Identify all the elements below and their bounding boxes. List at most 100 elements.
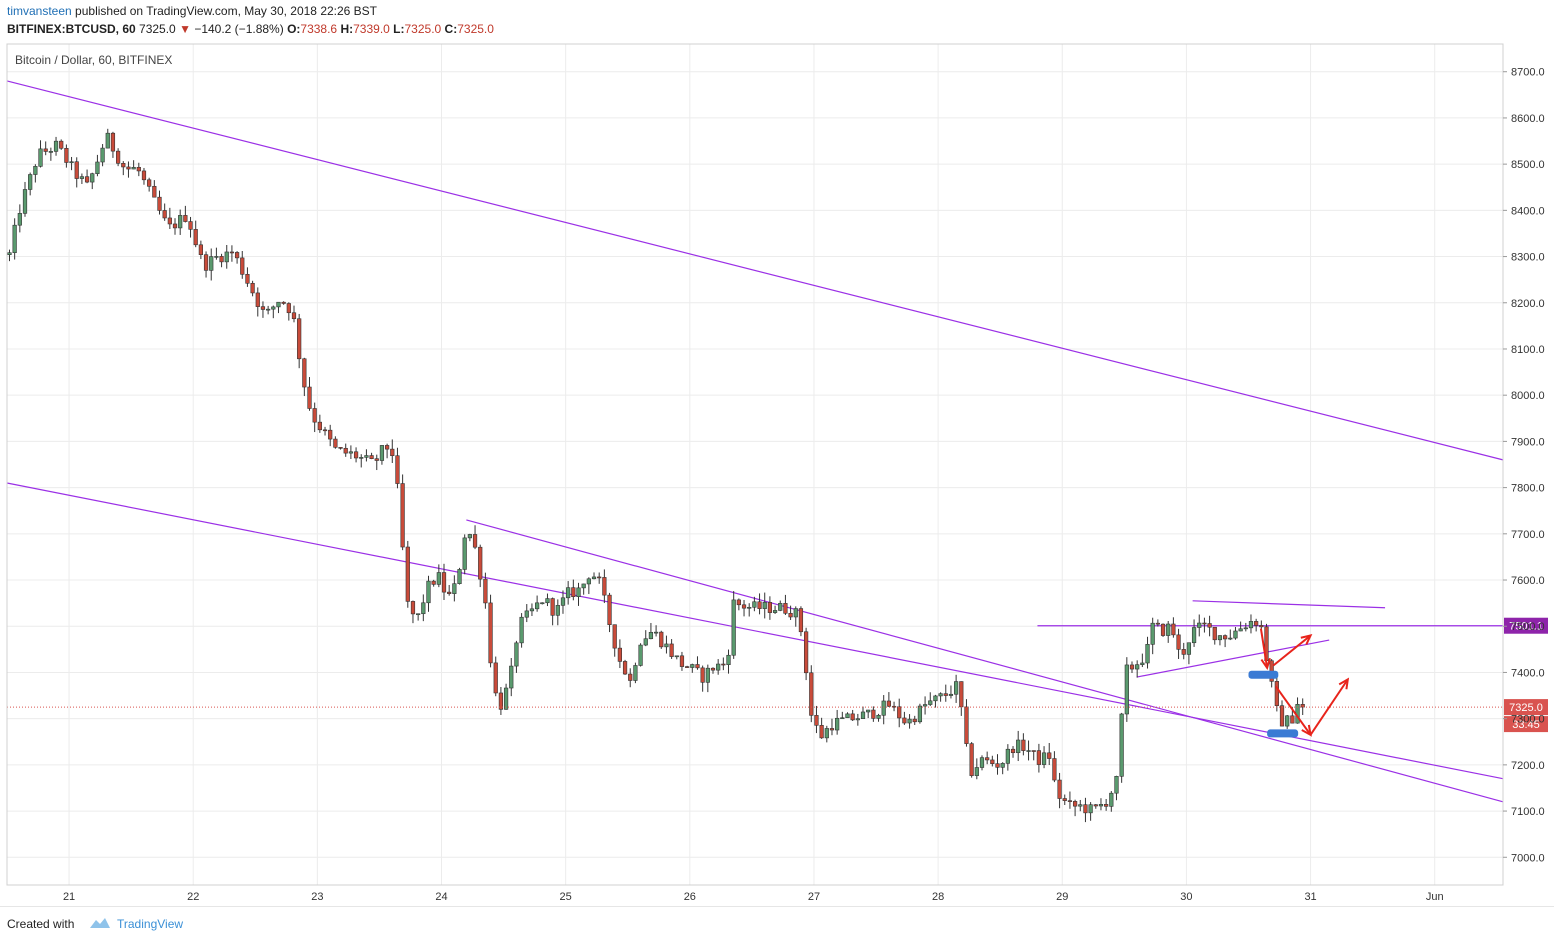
candle — [752, 596, 757, 612]
candle — [716, 659, 721, 675]
price-axis[interactable]: 7000.0 7100.0 7200.0 7300.0 7400.0 7500.0 7600… — [1503, 67, 1545, 865]
candle — [12, 218, 17, 260]
arrow[interactable] — [1309, 677, 1350, 736]
candle — [1191, 619, 1197, 647]
candle — [814, 705, 819, 734]
candle — [74, 157, 79, 188]
candle — [840, 711, 845, 720]
candle — [1047, 743, 1052, 766]
candle — [1160, 623, 1166, 637]
footer: Created with TradingView — [0, 906, 1554, 942]
y-tick-label: 8100.0 — [1511, 344, 1545, 356]
x-tick-label: 22 — [187, 891, 199, 903]
arrow[interactable] — [1259, 628, 1271, 671]
candle — [995, 754, 1000, 775]
candle — [1254, 618, 1259, 632]
candle — [1057, 772, 1062, 809]
candle — [136, 162, 141, 177]
candle — [990, 755, 995, 767]
y-tick-label: 8400.0 — [1511, 205, 1545, 217]
arrow[interactable] — [1272, 634, 1313, 667]
candle — [1259, 620, 1264, 631]
candle — [612, 624, 617, 657]
candle — [84, 169, 90, 184]
candle — [1031, 750, 1036, 761]
candle — [400, 474, 405, 551]
candle — [1207, 615, 1212, 637]
time-axis[interactable]: 21 22 23 24 25 26 27 28 29 30 31 Jun — [63, 891, 1444, 903]
candle — [405, 540, 410, 608]
candle — [576, 582, 581, 606]
trendline[interactable] — [6, 482, 1504, 780]
candle — [1285, 715, 1290, 729]
x-tick-label: 21 — [63, 891, 75, 903]
candle — [162, 203, 167, 221]
candle — [855, 713, 860, 726]
candle — [364, 449, 369, 462]
candle — [690, 663, 695, 673]
support-marker[interactable] — [1267, 729, 1299, 738]
candle — [312, 402, 317, 433]
candle — [188, 216, 193, 238]
candle — [203, 251, 209, 278]
y-tick-label: 7700.0 — [1511, 529, 1545, 541]
candle — [172, 218, 178, 235]
candle — [664, 635, 669, 654]
candle — [53, 136, 59, 156]
candle — [793, 606, 798, 627]
trendline[interactable] — [1192, 600, 1386, 609]
candle — [581, 583, 586, 595]
candle — [234, 251, 240, 264]
tradingview-cloud-icon[interactable] — [88, 916, 112, 930]
candle — [1016, 730, 1021, 762]
candle — [245, 267, 250, 287]
candle — [622, 659, 628, 675]
candle — [22, 181, 28, 217]
candle — [912, 715, 917, 725]
published-text: published on TradingView.com, May 30, 20… — [75, 4, 378, 18]
candle — [1098, 798, 1104, 811]
candle — [328, 424, 333, 447]
candle — [643, 630, 648, 647]
candle — [17, 204, 22, 233]
y-tick-label: 8000.0 — [1511, 390, 1545, 402]
annotation-layer: 7325.0 33:45 7501.1 — [7, 617, 1548, 738]
candle — [726, 649, 731, 674]
candle — [1114, 775, 1119, 801]
candle — [824, 725, 829, 743]
x-tick-label: 25 — [560, 891, 572, 903]
candle — [659, 630, 664, 649]
candle — [1140, 653, 1145, 668]
candle — [845, 712, 850, 719]
author-link[interactable]: timvansteen — [7, 4, 72, 18]
tradingview-link[interactable]: TradingView — [117, 917, 184, 931]
candle — [985, 751, 990, 765]
trendline[interactable] — [1136, 639, 1330, 678]
y-tick-label: 7400.0 — [1511, 667, 1545, 679]
trendline[interactable] — [6, 80, 1504, 461]
low-label: L: — [393, 22, 405, 36]
candle — [560, 590, 566, 614]
candle — [669, 639, 674, 659]
candle — [633, 662, 638, 684]
x-tick-label: 31 — [1304, 891, 1316, 903]
trendline[interactable] — [466, 519, 1504, 803]
candle — [297, 313, 302, 369]
candle — [250, 280, 255, 297]
candle — [333, 436, 338, 449]
candle — [281, 301, 286, 305]
candle — [788, 605, 793, 621]
candle — [1279, 700, 1285, 727]
x-tick-label: 28 — [932, 891, 944, 903]
x-tick-label: 27 — [808, 891, 820, 903]
candle — [1083, 797, 1088, 823]
candle — [959, 681, 964, 716]
candle — [384, 443, 390, 459]
price-chart[interactable]: 7325.0 33:45 7501.1 7000.0 7100.0 7200.0 7300… — [0, 0, 1554, 906]
last-price: 7325.0 — [139, 22, 176, 36]
last-price-tag — [1504, 699, 1548, 716]
candle — [648, 622, 654, 640]
support-marker[interactable] — [1248, 670, 1279, 679]
candle — [1026, 740, 1031, 761]
candle — [850, 709, 855, 721]
